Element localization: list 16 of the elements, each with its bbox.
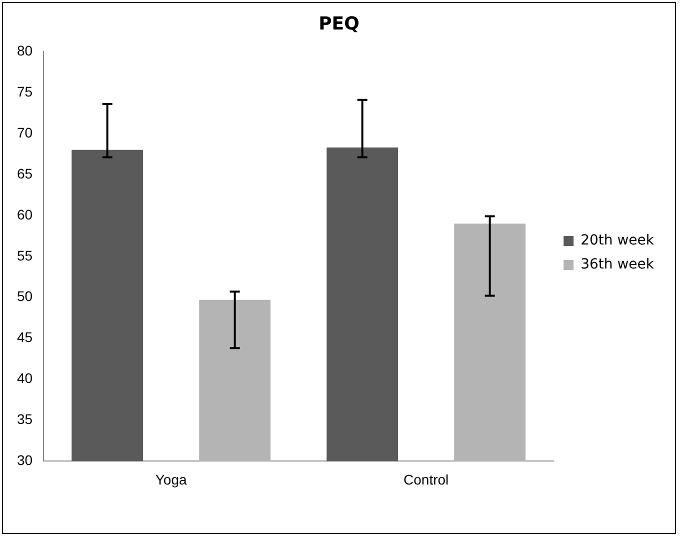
chart-title: PEQ	[318, 13, 360, 34]
y-tick-label: 80	[16, 42, 33, 58]
x-tick-label: Control	[404, 471, 449, 488]
y-tick-label: 45	[16, 329, 33, 346]
y-tick-label: 65	[16, 165, 33, 182]
y-tick-label: 75	[16, 83, 33, 100]
legend-label: 20th week	[580, 232, 655, 249]
y-tick-label: 40	[16, 370, 33, 386]
x-tick-label: Yoga	[155, 471, 187, 488]
y-tick-label: 60	[16, 206, 33, 222]
y-tick-label: 35	[16, 411, 33, 428]
y-tick-label: 70	[16, 124, 33, 140]
y-tick-label: 30	[16, 452, 33, 468]
y-tick-label: 55	[16, 247, 33, 264]
legend-label: 36th week	[580, 256, 655, 273]
y-tick-label: 50	[16, 288, 33, 304]
